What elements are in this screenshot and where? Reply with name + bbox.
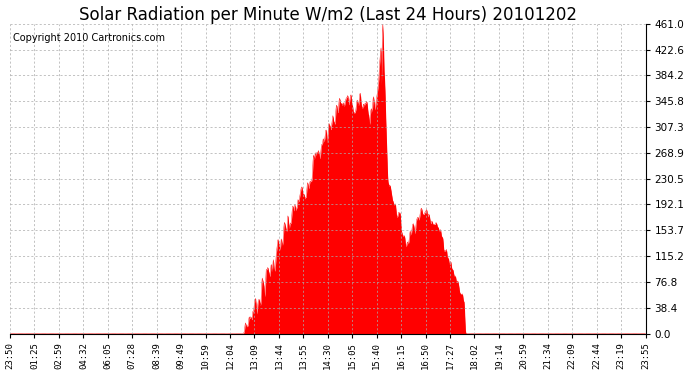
- Text: Copyright 2010 Cartronics.com: Copyright 2010 Cartronics.com: [13, 33, 165, 43]
- Title: Solar Radiation per Minute W/m2 (Last 24 Hours) 20101202: Solar Radiation per Minute W/m2 (Last 24…: [79, 6, 577, 24]
